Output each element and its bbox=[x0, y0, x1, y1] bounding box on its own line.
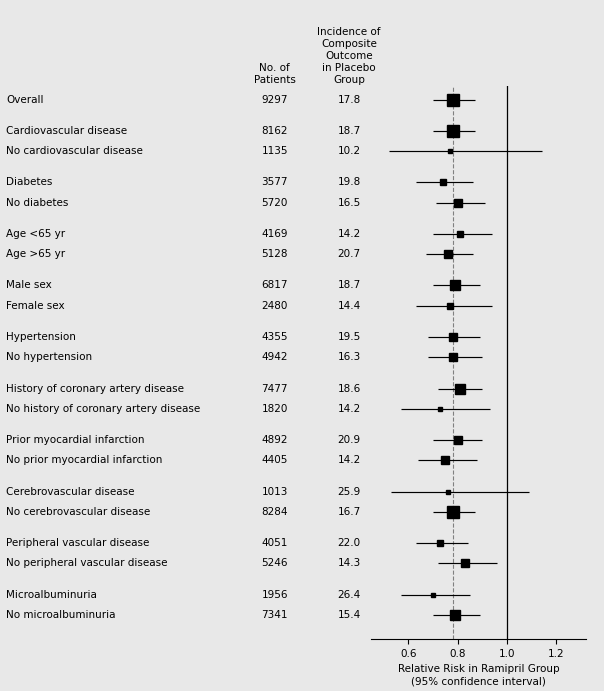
Text: 9297: 9297 bbox=[262, 95, 288, 104]
Text: 14.2: 14.2 bbox=[338, 229, 361, 239]
Text: 20.7: 20.7 bbox=[338, 249, 361, 259]
Text: 1956: 1956 bbox=[262, 589, 288, 600]
Text: Overall: Overall bbox=[6, 95, 43, 104]
Text: 1820: 1820 bbox=[262, 404, 288, 414]
Text: 1135: 1135 bbox=[262, 146, 288, 156]
Text: 25.9: 25.9 bbox=[338, 486, 361, 497]
Text: 2480: 2480 bbox=[262, 301, 288, 311]
Text: Incidence of
Composite
Outcome
in Placebo
Group: Incidence of Composite Outcome in Placeb… bbox=[317, 27, 381, 85]
Text: No diabetes: No diabetes bbox=[6, 198, 68, 207]
Text: 26.4: 26.4 bbox=[338, 589, 361, 600]
Text: 5246: 5246 bbox=[262, 558, 288, 569]
Text: 8284: 8284 bbox=[262, 507, 288, 517]
Text: 19.5: 19.5 bbox=[338, 332, 361, 342]
X-axis label: Relative Risk in Ramipril Group
(95% confidence interval): Relative Risk in Ramipril Group (95% con… bbox=[398, 665, 559, 686]
Text: 22.0: 22.0 bbox=[338, 538, 361, 548]
Text: 20.9: 20.9 bbox=[338, 435, 361, 445]
Text: 17.8: 17.8 bbox=[338, 95, 361, 104]
Text: Hypertension: Hypertension bbox=[6, 332, 76, 342]
Text: 4892: 4892 bbox=[262, 435, 288, 445]
Text: 7341: 7341 bbox=[262, 610, 288, 620]
Text: No peripheral vascular disease: No peripheral vascular disease bbox=[6, 558, 167, 569]
Text: 14.2: 14.2 bbox=[338, 404, 361, 414]
Text: No. of
Patients: No. of Patients bbox=[254, 63, 296, 85]
Text: Male sex: Male sex bbox=[6, 281, 52, 290]
Text: 5720: 5720 bbox=[262, 198, 288, 207]
Text: 16.5: 16.5 bbox=[338, 198, 361, 207]
Text: 7477: 7477 bbox=[262, 384, 288, 394]
Text: Peripheral vascular disease: Peripheral vascular disease bbox=[6, 538, 149, 548]
Text: 18.6: 18.6 bbox=[338, 384, 361, 394]
Text: 4051: 4051 bbox=[262, 538, 288, 548]
Text: Age <65 yr: Age <65 yr bbox=[6, 229, 65, 239]
Text: 10.2: 10.2 bbox=[338, 146, 361, 156]
Text: Female sex: Female sex bbox=[6, 301, 65, 311]
Text: 5128: 5128 bbox=[262, 249, 288, 259]
Text: 16.7: 16.7 bbox=[338, 507, 361, 517]
Text: Diabetes: Diabetes bbox=[6, 178, 53, 187]
Text: Prior myocardial infarction: Prior myocardial infarction bbox=[6, 435, 144, 445]
Text: 18.7: 18.7 bbox=[338, 126, 361, 136]
Text: 15.4: 15.4 bbox=[338, 610, 361, 620]
Text: 4169: 4169 bbox=[262, 229, 288, 239]
Text: Cardiovascular disease: Cardiovascular disease bbox=[6, 126, 127, 136]
Text: 1013: 1013 bbox=[262, 486, 288, 497]
Text: 19.8: 19.8 bbox=[338, 178, 361, 187]
Text: Age >65 yr: Age >65 yr bbox=[6, 249, 65, 259]
Text: 14.2: 14.2 bbox=[338, 455, 361, 465]
Text: No cerebrovascular disease: No cerebrovascular disease bbox=[6, 507, 150, 517]
Text: No microalbuminuria: No microalbuminuria bbox=[6, 610, 115, 620]
Text: No cardiovascular disease: No cardiovascular disease bbox=[6, 146, 143, 156]
Text: 18.7: 18.7 bbox=[338, 281, 361, 290]
Text: 14.3: 14.3 bbox=[338, 558, 361, 569]
Text: 3577: 3577 bbox=[262, 178, 288, 187]
Text: 4405: 4405 bbox=[262, 455, 288, 465]
Text: History of coronary artery disease: History of coronary artery disease bbox=[6, 384, 184, 394]
Text: Cerebrovascular disease: Cerebrovascular disease bbox=[6, 486, 135, 497]
Text: 14.4: 14.4 bbox=[338, 301, 361, 311]
Text: 16.3: 16.3 bbox=[338, 352, 361, 362]
Text: 8162: 8162 bbox=[262, 126, 288, 136]
Text: No history of coronary artery disease: No history of coronary artery disease bbox=[6, 404, 201, 414]
Text: 4942: 4942 bbox=[262, 352, 288, 362]
Text: No hypertension: No hypertension bbox=[6, 352, 92, 362]
Text: 4355: 4355 bbox=[262, 332, 288, 342]
Text: Microalbuminuria: Microalbuminuria bbox=[6, 589, 97, 600]
Text: 6817: 6817 bbox=[262, 281, 288, 290]
Text: No prior myocardial infarction: No prior myocardial infarction bbox=[6, 455, 162, 465]
